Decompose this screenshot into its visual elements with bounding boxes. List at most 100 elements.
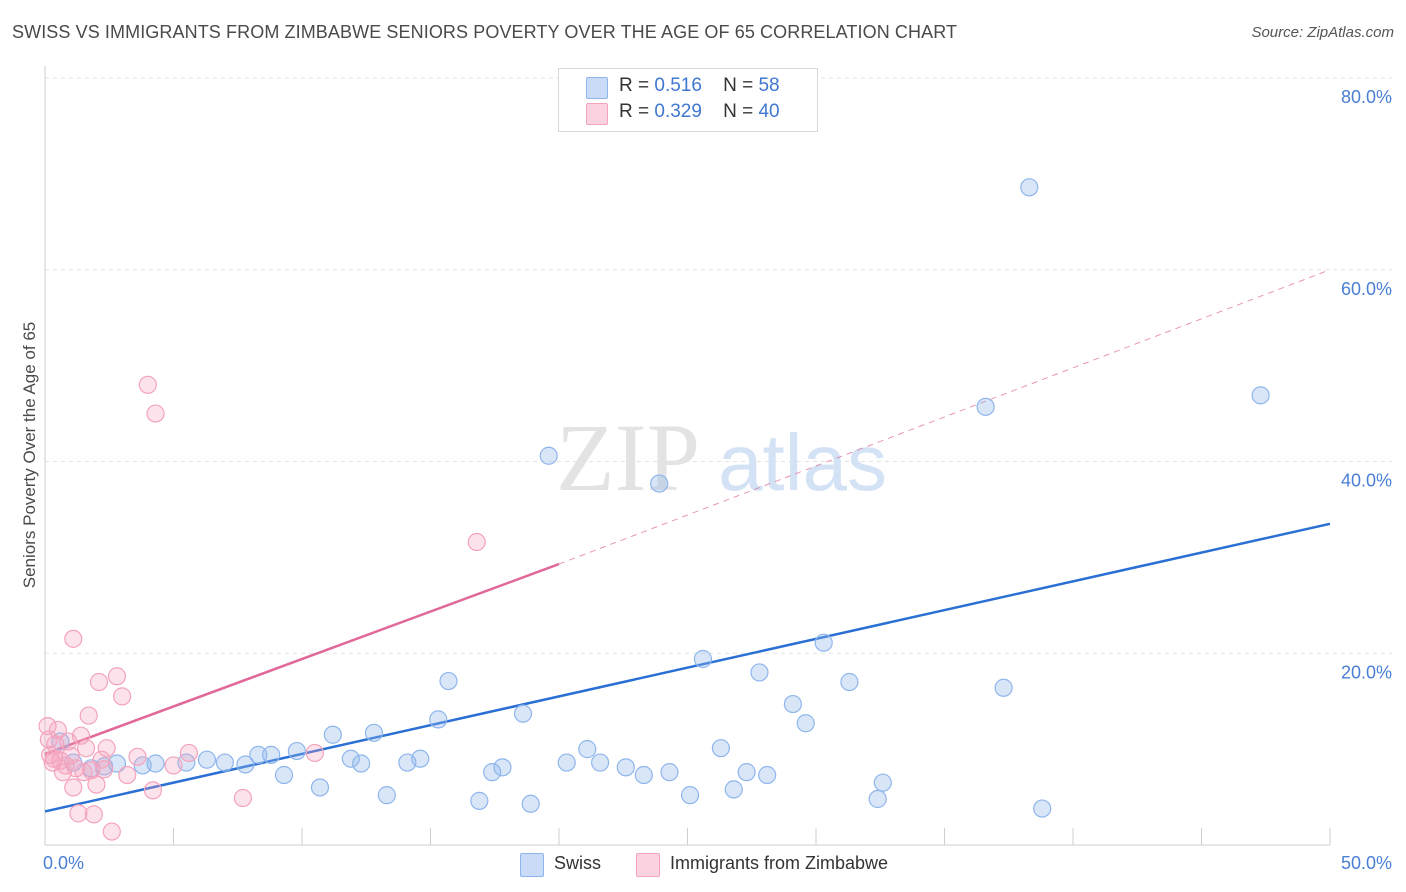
trend-lines — [44, 269, 1331, 813]
legend-r-value: 0.329 — [654, 101, 702, 122]
zimbabwe-label: Immigrants from Zimbabwe — [670, 853, 889, 873]
swiss-point — [1033, 799, 1052, 818]
swiss-point — [197, 750, 217, 769]
zimbabwe-point — [38, 717, 57, 736]
swiss-point — [429, 710, 448, 729]
zimbabwe-point — [164, 756, 183, 775]
zimbabwe-point — [233, 788, 252, 808]
chart-title: SWISS VS IMMIGRANTS FROM ZIMBABWE SENIOR… — [12, 22, 958, 42]
zimbabwe-point — [64, 629, 83, 648]
x-tick-label: 50.0% — [1341, 853, 1392, 873]
swiss-point — [724, 780, 743, 799]
swiss-point — [783, 694, 802, 714]
swiss-point — [994, 678, 1013, 697]
swiss-point — [215, 753, 234, 772]
swiss-point — [323, 725, 342, 744]
swiss-point — [146, 754, 165, 773]
axes — [44, 66, 1331, 846]
swiss-point — [364, 723, 384, 742]
swiss-point — [616, 758, 635, 777]
legend-n-value: 40 — [758, 101, 780, 122]
swiss-point — [578, 740, 597, 759]
swiss-label: Swiss — [554, 853, 602, 873]
zimbabwe-point — [143, 781, 163, 800]
y-tick-label: 40.0% — [1341, 471, 1392, 491]
zimbabwe-point — [146, 404, 165, 423]
stats-legend: R = 0.516 N = 58 R = 0.329 N = 40 — [558, 68, 818, 132]
watermark-zip: ZIP — [556, 404, 700, 511]
swiss-point — [377, 786, 396, 805]
zimbabwe-swatch — [636, 853, 660, 877]
y-axis-label: Seniors Poverty Over the Age of 65 — [20, 322, 39, 588]
swiss-point — [711, 739, 731, 758]
swiss-point — [513, 704, 533, 723]
swiss-point — [1020, 178, 1039, 197]
swiss-point — [1251, 386, 1270, 405]
zimbabwe-point — [64, 778, 83, 797]
swiss-point — [814, 633, 833, 652]
swiss-point — [680, 786, 700, 805]
swiss-point — [310, 778, 330, 797]
zimbabwe-point — [305, 743, 324, 763]
zimbabwe-trend-extension — [558, 269, 1331, 565]
y-tick-label: 20.0% — [1341, 662, 1392, 682]
y-tick-label: 80.0% — [1341, 87, 1392, 107]
legend-r-label: R = — [619, 75, 650, 96]
swiss-point — [262, 745, 281, 764]
zimbabwe-trend-line — [44, 562, 560, 756]
swiss-point — [868, 789, 887, 809]
swiss-point — [840, 672, 859, 692]
zimbabwe-point — [107, 667, 127, 686]
swiss-point — [976, 397, 995, 416]
swiss-point — [650, 474, 669, 493]
legend-n-label: N = — [723, 75, 754, 96]
swiss-point — [737, 763, 756, 782]
source-label: Source: ZipAtlas.com — [1251, 24, 1394, 41]
zimbabwe-point — [112, 687, 132, 706]
zimbabwe-point — [179, 743, 199, 763]
swiss-point — [693, 649, 713, 669]
zimbabwe-point — [102, 822, 121, 841]
swiss-point — [539, 446, 558, 465]
swiss-point — [521, 794, 540, 813]
swiss-point — [249, 745, 268, 764]
legend-n-value: 58 — [758, 75, 780, 96]
legend-swatch-zimbabwe — [586, 103, 608, 125]
swiss-point — [591, 753, 610, 772]
legend-r-value: 0.516 — [654, 75, 702, 96]
tick-labels: 20.0% 40.0% 60.0% 80.0% 0.0% 50.0% — [43, 87, 1392, 873]
legend-n-label: N = — [723, 101, 754, 122]
swiss-point — [557, 753, 576, 772]
zimbabwe-point — [39, 730, 58, 749]
zimbabwe-point — [467, 532, 486, 552]
swiss-point — [493, 758, 512, 777]
zimbabwe-point — [69, 804, 88, 823]
swiss-point — [51, 732, 70, 751]
swiss-point — [439, 671, 458, 691]
legend-r-label: R = — [619, 101, 650, 122]
data-points — [38, 178, 1270, 841]
swiss-point — [758, 765, 777, 785]
y-tick-label: 60.0% — [1341, 279, 1392, 299]
zimbabwe-point — [89, 672, 109, 692]
gridlines — [45, 77, 1392, 654]
zimbabwe-point — [77, 739, 96, 758]
zimbabwe-point — [56, 756, 75, 775]
swiss-point — [634, 765, 653, 785]
swiss-point — [411, 749, 430, 768]
swiss-point — [274, 765, 294, 785]
zimbabwe-point — [44, 749, 64, 768]
swiss-point — [470, 791, 489, 810]
swiss-point — [660, 763, 679, 782]
zimbabwe-point — [95, 760, 114, 779]
x-tick-label: 0.0% — [43, 853, 84, 873]
swiss-point — [341, 749, 360, 768]
zimbabwe-point — [87, 775, 106, 794]
zimbabwe-point — [128, 747, 147, 766]
swiss-point — [287, 741, 306, 761]
zimbabwe-point — [138, 375, 157, 394]
zimbabwe-point — [118, 765, 137, 785]
zimbabwe-point — [97, 739, 116, 758]
zimbabwe-point — [79, 706, 98, 725]
